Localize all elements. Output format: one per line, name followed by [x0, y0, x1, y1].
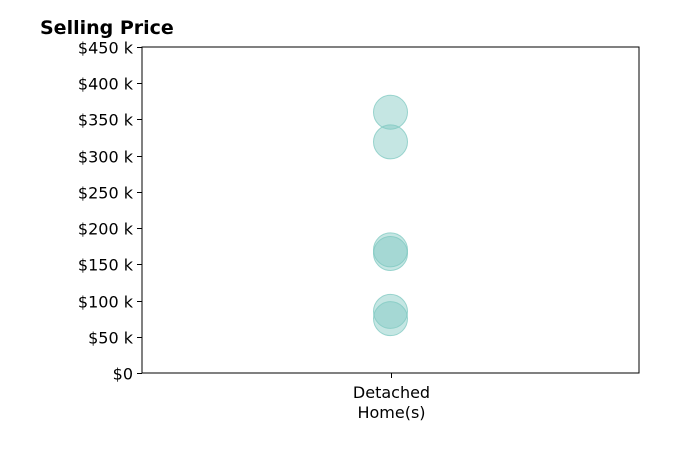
data-point — [373, 293, 408, 329]
plot-area: $0 $50 k $100 k $150 k $200 k $250 k $300 k $35… — [78, 39, 640, 422]
y-tick-label: $400 k — [78, 75, 134, 94]
y-tick-label: $250 k — [78, 184, 134, 203]
data-point — [373, 94, 408, 130]
y-tick-label: $150 k — [78, 256, 134, 275]
y-tick-label: $50 k — [88, 329, 134, 348]
plot-frame — [141, 46, 640, 374]
chart-title: Selling Price — [40, 17, 174, 39]
data-point — [373, 235, 408, 271]
y-tick-label: $350 k — [78, 111, 134, 130]
y-tick-label: $200 k — [78, 220, 134, 239]
y-tick-label: $0 — [113, 365, 133, 384]
y-tick-label: $100 k — [78, 293, 134, 312]
y-tick-label: $450 k — [78, 39, 134, 58]
y-tick-label: $300 k — [78, 148, 134, 167]
data-point — [373, 301, 408, 337]
data-point — [373, 124, 408, 160]
x-tick-label: Detached — [353, 383, 430, 402]
x-tick-label: Home(s) — [357, 403, 425, 422]
